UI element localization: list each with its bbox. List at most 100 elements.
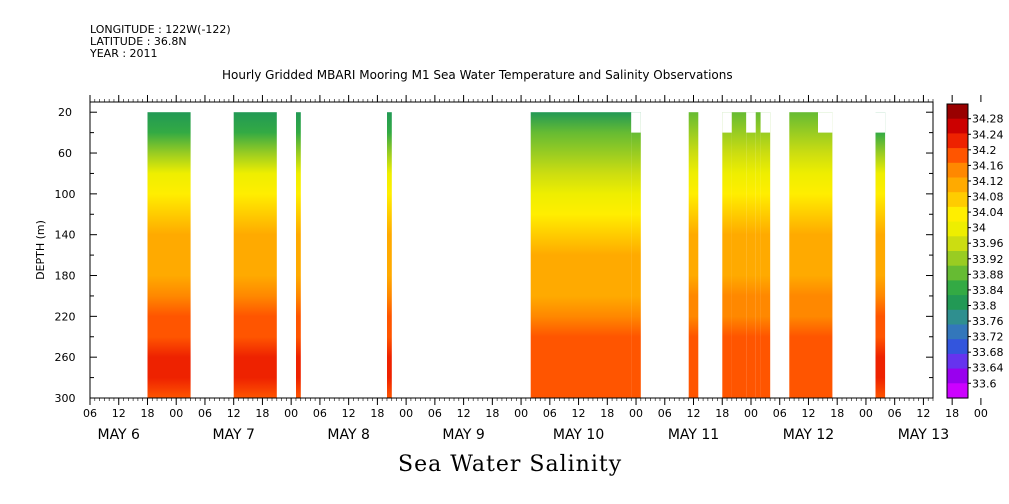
colorbar-cell xyxy=(947,368,968,384)
y-tick-label: 20 xyxy=(58,106,72,119)
x-hour-tick-label: 06 xyxy=(658,407,672,420)
x-hour-tick-label: 18 xyxy=(370,407,384,420)
data-segment xyxy=(755,112,761,398)
x-hour-tick-label: 12 xyxy=(572,407,586,420)
x-hour-tick-label: 18 xyxy=(140,407,154,420)
colorbar-label: 34.28 xyxy=(972,113,1004,126)
colorbar-cell xyxy=(947,192,968,208)
y-axis-label: DEPTH (m) xyxy=(34,220,47,280)
x-day-label: MAY 11 xyxy=(668,427,719,443)
data-segment xyxy=(296,112,301,398)
x-day-label: MAY 9 xyxy=(442,427,484,443)
y-tick-label: 300 xyxy=(55,392,76,405)
x-hour-tick-label: 00 xyxy=(974,407,988,420)
x-day-label: MAY 6 xyxy=(97,427,140,443)
x-hour-tick-label: 18 xyxy=(830,407,844,420)
colorbar-label: 33.92 xyxy=(972,253,1004,266)
variable-caption: Sea Water Salinity xyxy=(398,452,623,477)
colorbar-cell xyxy=(947,206,968,223)
data-segment xyxy=(147,112,191,398)
x-hour-tick-label: 18 xyxy=(715,407,729,420)
x-hour-tick-label: 18 xyxy=(945,407,959,420)
colorbar-label: 34.12 xyxy=(972,175,1004,188)
x-hour-tick-label: 00 xyxy=(744,407,758,420)
x-day-label: MAY 12 xyxy=(783,427,834,443)
x-hour-tick-label: 12 xyxy=(227,407,241,420)
data-segment xyxy=(688,112,699,398)
y-tick-label: 260 xyxy=(55,351,76,364)
colorbar-label: 33.72 xyxy=(972,331,1004,344)
colorbar-label: 33.84 xyxy=(972,284,1004,297)
x-hour-tick-label: 00 xyxy=(629,407,643,420)
data-gap xyxy=(760,112,771,133)
x-hour-tick-label: 00 xyxy=(859,407,873,420)
data-segment xyxy=(789,112,818,398)
colorbar-cell xyxy=(947,104,968,120)
data-segment xyxy=(875,112,886,398)
colorbar-label: 33.64 xyxy=(972,362,1004,375)
data-segment xyxy=(530,112,632,398)
colorbar-cell xyxy=(947,309,968,326)
colorbar-label: 33.96 xyxy=(972,237,1004,250)
year-label: YEAR : 2011 xyxy=(90,47,158,60)
colorbar-cell xyxy=(947,133,968,149)
colorbar-cell xyxy=(947,177,968,193)
colorbar-cell xyxy=(947,280,968,296)
colorbar-cell xyxy=(947,265,968,281)
x-hour-tick-label: 06 xyxy=(543,407,557,420)
colorbar: 34.28 34.24 34.2 34.16 34.12 34.08 34.04 34 33.9… xyxy=(946,103,1004,399)
data-segment xyxy=(760,112,771,398)
colorbar-label: 33.8 xyxy=(972,299,997,312)
x-hour-tick-label: 06 xyxy=(888,407,902,420)
y-tick-label: 60 xyxy=(58,147,72,160)
x-hour-tick-label: 12 xyxy=(801,407,815,420)
colorbar-cell xyxy=(947,324,968,340)
x-hour-tick-label: 00 xyxy=(399,407,413,420)
axes: 06 12 18 00 06 12 18 00 06 12 18 00 06 12 18 00 06 12 18 00… xyxy=(55,95,988,443)
colorbar-label: 34 xyxy=(972,222,986,235)
colorbar-label: 34.24 xyxy=(972,128,1004,141)
x-day-label: MAY 13 xyxy=(898,427,949,443)
data-segments xyxy=(147,112,886,398)
colorbar-cell xyxy=(947,148,968,164)
colorbar-cell xyxy=(947,251,968,267)
x-hour-tick-label: 12 xyxy=(112,407,126,420)
x-hour-tick-label: 00 xyxy=(169,407,183,420)
colorbar-label: 34.08 xyxy=(972,191,1004,204)
data-segment xyxy=(818,112,833,398)
colorbar-cell xyxy=(947,118,968,134)
colorbar-frame xyxy=(946,103,969,399)
x-hour-tick-label: 12 xyxy=(687,407,701,420)
x-hour-tick-label: 18 xyxy=(485,407,499,420)
y-tick-label: 140 xyxy=(55,229,76,242)
colorbar-cell xyxy=(947,383,968,399)
data-gap xyxy=(875,112,886,133)
colorbar-cell xyxy=(947,221,968,237)
data-segment xyxy=(387,112,392,398)
x-day-label: MAY 7 xyxy=(212,427,254,443)
data-gap xyxy=(722,112,732,133)
colorbar-label: 33.76 xyxy=(972,315,1004,328)
x-hour-tick-label: 06 xyxy=(313,407,327,420)
colorbar-cell xyxy=(947,353,968,370)
colorbar-label: 34.16 xyxy=(972,159,1004,172)
x-hour-tick-label: 06 xyxy=(83,407,97,420)
data-segment xyxy=(731,112,747,398)
data-segment xyxy=(722,112,732,398)
data-gap xyxy=(631,112,641,133)
longitude-label: LONGITUDE : 122W(-122) xyxy=(90,23,231,36)
colorbar-label: 33.88 xyxy=(972,268,1004,281)
y-tick-label: 180 xyxy=(55,270,76,283)
colorbar-cell xyxy=(947,295,968,311)
data-segment xyxy=(233,112,277,398)
colorbar-label: 34.04 xyxy=(972,206,1004,219)
x-hour-tick-label: 00 xyxy=(284,407,298,420)
x-hour-tick-label: 18 xyxy=(255,407,269,420)
colorbar-label: 33.68 xyxy=(972,346,1004,359)
x-hour-tick-label: 12 xyxy=(457,407,471,420)
x-hour-tick-label: 00 xyxy=(514,407,528,420)
x-hour-tick-label: 12 xyxy=(342,407,356,420)
x-hour-tick-label: 06 xyxy=(198,407,212,420)
y-tick-label: 100 xyxy=(55,188,76,201)
